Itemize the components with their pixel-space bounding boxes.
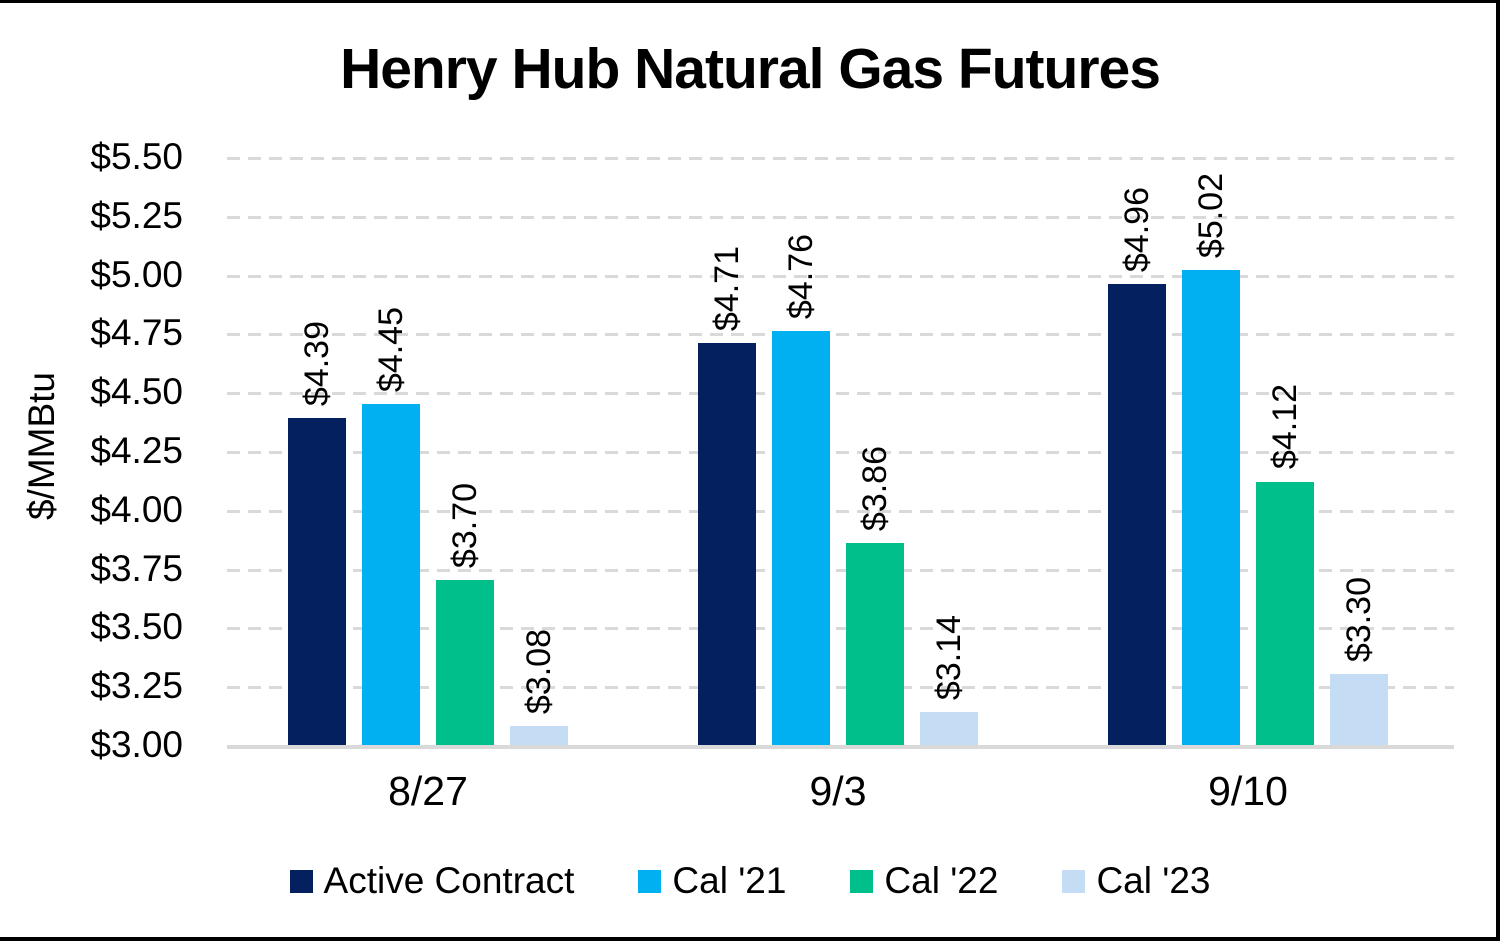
legend-label: Cal '21 [672, 860, 787, 901]
y-tick-labels: $5.50 $5.25 $5.00 $4.75 $4.50 $4.25 $4.00 $3.75… [0, 136, 183, 765]
bar: $3.08 [510, 629, 568, 745]
legend-swatch [1062, 869, 1086, 893]
legend: Active Contract Cal '21 Cal '22 Cal '23 [0, 860, 1500, 902]
bar: $4.45 [362, 307, 420, 745]
bar-value-label: $3.70 [446, 483, 484, 569]
gridline [227, 333, 1454, 337]
frame-border-bottom [0, 937, 1500, 941]
gridlines [227, 157, 1454, 749]
bar-value-label: $4.71 [708, 245, 746, 331]
bar: $3.30 [1330, 577, 1388, 745]
bar: $5.02 [1182, 173, 1240, 745]
legend-swatch [850, 869, 874, 893]
plot-area: $4.39 $4.45 $3.70 $3.08 $4.71 $4.76 $3.86 $3.14… [227, 157, 1454, 749]
x-axis-labels: 8/27 9/3 9/10 [227, 768, 1454, 815]
y-tick-label: $4.00 [90, 488, 183, 530]
bar-group: $4.96 $5.02 $4.12 $3.30 [1108, 173, 1388, 745]
legend-item: Cal '22 [850, 860, 998, 902]
gridline [227, 274, 1454, 278]
gridline [227, 215, 1454, 219]
y-tick-label: $4.25 [90, 430, 183, 471]
bar: $3.86 [846, 446, 904, 745]
bar-value-label: $4.12 [1266, 384, 1304, 470]
y-tick-label: $4.75 [90, 312, 183, 354]
bar-group: $4.71 $4.76 $3.86 $3.14 [698, 234, 978, 745]
gridline [227, 451, 1454, 454]
y-tick-label: $3.25 [90, 665, 183, 707]
bar: $3.14 [920, 615, 978, 745]
y-tick-label: $4.50 [90, 371, 183, 413]
bar-value-label: $3.86 [856, 445, 894, 531]
x-axis-label: 9/10 [1208, 768, 1288, 814]
bar: $4.96 [1108, 187, 1166, 745]
legend-label: Cal '22 [884, 860, 999, 901]
y-tick-label: $5.50 [90, 136, 183, 177]
bar-value-label: $4.76 [782, 233, 820, 320]
y-tick-label: $3.75 [90, 547, 183, 589]
gridline [227, 568, 1454, 572]
bar-value-label: $3.08 [520, 629, 558, 715]
bar-groups: $4.39 $4.45 $3.70 $3.08 $4.71 $4.76 $3.86 $3.14… [227, 157, 1454, 745]
frame-border-right [1496, 0, 1500, 941]
legend-item: Cal '23 [1062, 860, 1210, 902]
legend-swatch [638, 869, 662, 893]
bar: $4.39 [288, 321, 346, 745]
bar-group: $4.39 $4.45 $3.70 $3.08 [288, 307, 568, 745]
chart-title: Henry Hub Natural Gas Futures [340, 37, 1161, 101]
gridline [227, 745, 1454, 749]
bar: $4.71 [698, 246, 756, 745]
bar-value-label: $3.14 [930, 614, 968, 701]
x-axis-label: 8/27 [388, 768, 468, 814]
bar-value-label: $4.45 [372, 306, 410, 392]
legend-label: Active Contract [323, 860, 575, 901]
legend-label: Cal '23 [1096, 860, 1211, 901]
y-tick-label: $3.50 [90, 606, 183, 648]
gridline [227, 392, 1454, 396]
y-tick-label: $3.00 [90, 724, 183, 765]
x-axis-label: 9/3 [809, 768, 867, 814]
bar-value-label: $4.96 [1118, 186, 1156, 273]
bar: $4.76 [772, 234, 830, 745]
bar: $3.70 [436, 483, 494, 745]
gridline [227, 686, 1454, 690]
gridline [227, 509, 1454, 513]
gridline [227, 627, 1454, 631]
legend-swatch [289, 869, 313, 893]
y-tick-label: $5.25 [90, 194, 183, 236]
bar: $4.12 [1256, 384, 1314, 745]
frame-border-top [0, 0, 1500, 3]
bar-value-label: $5.02 [1192, 172, 1230, 258]
bar-value-label: $3.30 [1340, 577, 1378, 663]
bar-value-label: $4.39 [298, 320, 336, 407]
y-tick-label: $5.00 [90, 253, 183, 295]
legend-item: Cal '21 [638, 860, 786, 902]
gridline [227, 157, 1454, 160]
legend-item: Active Contract [289, 860, 575, 902]
